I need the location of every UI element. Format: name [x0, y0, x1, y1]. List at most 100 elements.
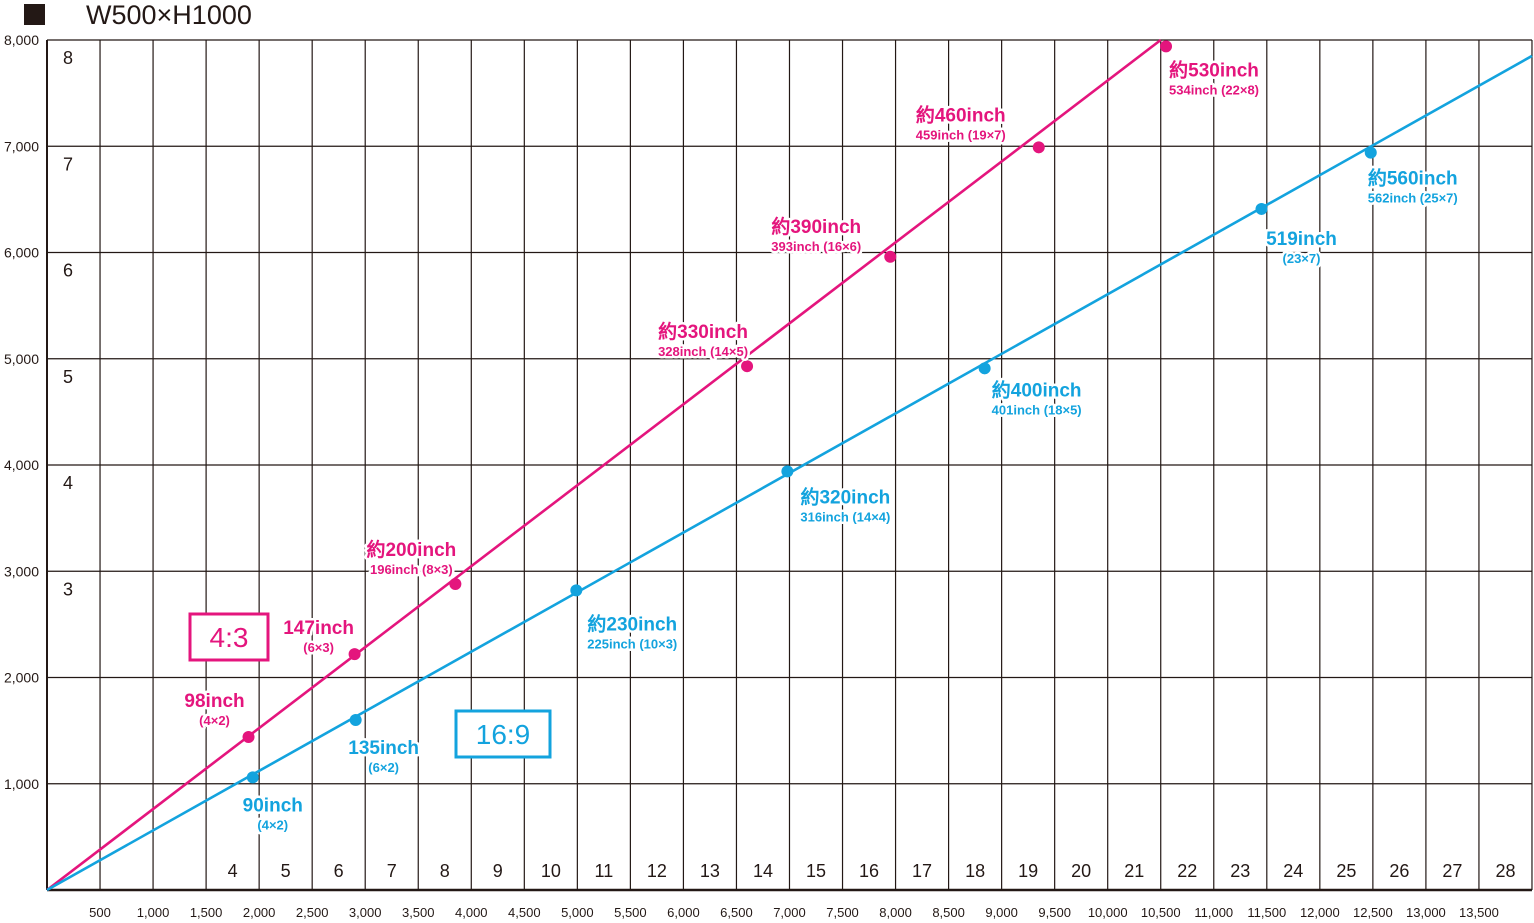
data-sublabel-halo: 393inch (16×6) [771, 239, 861, 254]
ratio-label: 16:9 [476, 719, 531, 750]
x-tick-label: 3,000 [349, 905, 382, 920]
x-panel-count: 4 [228, 861, 238, 881]
data-sublabel-halo: 316inch (14×4) [800, 509, 890, 524]
x-panel-count: 8 [440, 861, 450, 881]
ratio-label: 4:3 [210, 622, 249, 653]
x-panel-count: 16 [859, 861, 879, 881]
x-panel-count: 23 [1230, 861, 1250, 881]
data-point-blue [349, 714, 362, 726]
data-sublabel-halo: 459inch (19×7) [916, 127, 1006, 142]
data-sublabel: 459inch (19×7) [916, 127, 1006, 142]
chart-title: W500×H1000 [86, 0, 252, 30]
data-sublabel: 534inch (22×8) [1169, 82, 1259, 97]
x-tick-label: 8,500 [932, 905, 965, 920]
y-tick-label: 2,000 [4, 670, 39, 686]
data-label-halo: 約230inch [587, 612, 677, 635]
data-label-halo: 519inch [1266, 229, 1337, 250]
x-panel-count: 7 [387, 861, 397, 881]
x-tick-label: 9,500 [1038, 905, 1071, 920]
y-tick-label: 8,000 [4, 32, 39, 48]
data-sublabel: 401inch (18×5) [992, 402, 1082, 417]
data-label-halo: 98inch [184, 691, 244, 712]
data-sublabel: (4×2) [257, 817, 288, 832]
x-panel-count: 28 [1495, 861, 1515, 881]
x-tick-label: 6,500 [720, 905, 753, 920]
data-label: 約560inch [1368, 167, 1458, 190]
x-tick-label: 500 [89, 905, 111, 920]
y-panel-count: 3 [63, 579, 73, 599]
x-tick-label: 4,500 [508, 905, 541, 920]
data-sublabel: 328inch (14×5) [658, 344, 748, 359]
x-panel-count: 5 [281, 861, 291, 881]
data-point-pink [348, 648, 361, 661]
data-label: 約390inch [771, 215, 861, 238]
y-panel-count: 4 [63, 473, 73, 493]
data-label: 約460inch [916, 103, 1006, 126]
data-sublabel-halo: 562inch (25×7) [1368, 191, 1458, 206]
data-label-halo: 約200inch [366, 538, 456, 561]
x-panel-count: 11 [595, 861, 614, 881]
x-tick-label: 6,000 [667, 905, 700, 920]
x-tick-label: 2,500 [296, 905, 329, 920]
x-panel-count: 24 [1283, 861, 1303, 881]
x-panel-count: 17 [912, 861, 932, 881]
y-tick-label: 6,000 [4, 245, 39, 261]
x-tick-label: 4,000 [455, 905, 488, 920]
x-panel-count: 13 [700, 861, 720, 881]
x-tick-label: 1,500 [190, 905, 223, 920]
data-label-halo: 135inch [348, 738, 419, 759]
x-tick-label: 12,500 [1353, 905, 1393, 920]
data-label-halo: 約390inch [771, 215, 861, 238]
y-tick-label: 1,000 [4, 776, 39, 792]
data-point-blue [570, 584, 583, 597]
data-sublabel-halo: (4×2) [199, 713, 230, 728]
data-point-pink [1032, 141, 1045, 154]
x-panel-count: 19 [1018, 861, 1038, 881]
data-sublabel-halo: (6×2) [368, 760, 399, 775]
data-label: 147inch [283, 618, 354, 639]
y-tick-label: 4,000 [4, 457, 39, 473]
x-tick-label: 10,500 [1141, 905, 1181, 920]
x-panel-count: 10 [541, 861, 561, 881]
data-sublabel-halo: 328inch (14×5) [658, 344, 748, 359]
data-sublabel-halo: 196inch (8×3) [370, 562, 453, 577]
data-sublabel: 393inch (16×6) [771, 239, 861, 254]
data-sublabel-halo: 401inch (18×5) [992, 402, 1082, 417]
y-tick-label: 7,000 [4, 138, 39, 154]
data-sublabel: (23×7) [1283, 251, 1321, 266]
x-panel-count: 18 [965, 861, 985, 881]
x-tick-label: 11,000 [1194, 905, 1233, 920]
x-tick-label: 5,000 [561, 905, 594, 920]
x-tick-label: 5,500 [614, 905, 647, 920]
ratio-box [454, 709, 552, 759]
x-tick-label: 9,000 [985, 905, 1018, 920]
x-tick-label: 13,500 [1459, 905, 1499, 920]
x-panel-count: 21 [1124, 861, 1144, 881]
data-sublabel-halo: (23×7) [1283, 251, 1321, 266]
data-sublabel-halo: (4×2) [257, 817, 288, 832]
data-point-pink [1160, 40, 1173, 53]
data-point-blue [1255, 202, 1268, 215]
data-sublabel-halo: 534inch (22×8) [1169, 82, 1259, 97]
data-sublabel: 562inch (25×7) [1368, 191, 1458, 206]
x-panel-count: 15 [806, 861, 826, 881]
y-tick-label: 5,000 [4, 351, 39, 367]
data-sublabel: 225inch (10×3) [587, 636, 677, 651]
x-tick-label: 3,500 [402, 905, 435, 920]
y-panel-count: 5 [63, 367, 73, 387]
x-panel-count: 20 [1071, 861, 1091, 881]
data-point-pink [741, 360, 754, 373]
data-label: 約230inch [587, 612, 677, 635]
data-point-blue [978, 362, 991, 375]
data-point-blue [246, 771, 259, 784]
data-label: 約200inch [366, 538, 456, 561]
data-point-blue [781, 465, 794, 478]
x-panel-count: 27 [1442, 861, 1462, 881]
data-sublabel: (4×2) [199, 713, 230, 728]
data-sublabel: 316inch (14×4) [800, 509, 890, 524]
x-panel-count: 22 [1177, 861, 1197, 881]
x-tick-label: 2,000 [243, 905, 276, 920]
data-label-halo: 約530inch [1169, 58, 1259, 81]
data-label: 約330inch [658, 320, 748, 343]
